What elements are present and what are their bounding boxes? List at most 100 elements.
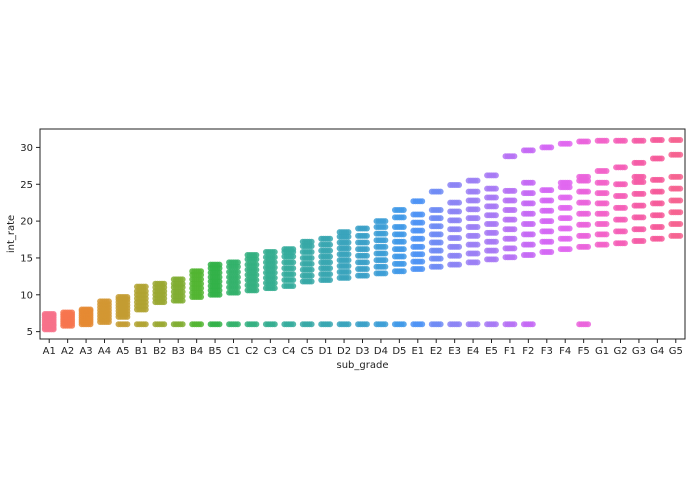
data-point-f2 [529, 147, 536, 154]
data-point-c5 [308, 260, 315, 267]
data-point-f5 [585, 210, 592, 217]
data-point-c5 [308, 321, 315, 328]
data-point-d5 [400, 224, 407, 230]
data-point-g1 [603, 231, 610, 238]
data-point-f3 [548, 144, 555, 151]
data-point-c2 [253, 266, 260, 273]
data-point-c4 [290, 282, 297, 289]
data-point-b3 [179, 293, 186, 300]
data-point-e5 [492, 221, 499, 228]
data-point-d4 [382, 237, 389, 244]
data-point-f3 [548, 238, 555, 245]
data-point-e3 [456, 321, 463, 328]
data-point-e4 [474, 241, 481, 248]
data-point-f5 [585, 232, 592, 239]
data-point-f4 [566, 204, 573, 211]
data-point-g5 [677, 185, 684, 192]
data-point-g1 [603, 210, 610, 217]
data-point-e4 [474, 321, 481, 328]
data-point-c2 [253, 271, 260, 278]
data-point-d5 [400, 238, 407, 245]
data-point-e4 [474, 188, 481, 195]
data-point-g5 [677, 209, 684, 216]
data-point-g4 [658, 137, 665, 144]
data-point-f1 [511, 226, 518, 233]
data-point-c5 [308, 278, 315, 285]
data-point-e5 [492, 247, 499, 254]
data-point-e2 [437, 231, 444, 238]
data-point-f2 [529, 231, 536, 238]
data-point-c5 [308, 238, 315, 245]
data-point-d4 [382, 243, 389, 250]
data-point-e2 [437, 215, 444, 222]
data-point-g5 [677, 151, 684, 158]
data-point-g4 [658, 188, 665, 195]
data-point-g1 [603, 241, 610, 248]
data-point-d5 [400, 231, 407, 238]
x-tick-label: F5 [578, 346, 590, 357]
data-point-e4 [474, 197, 481, 204]
data-point-g3 [640, 159, 647, 166]
y-axis-label: int_rate [6, 215, 17, 253]
x-tick-label: C4 [282, 346, 295, 357]
data-point-b5 [216, 278, 223, 285]
data-point-d4 [382, 257, 389, 264]
y-tick-label: 20 [20, 217, 33, 228]
data-point-g2 [621, 137, 628, 144]
data-point-e1 [419, 211, 426, 218]
data-point-e1 [419, 321, 426, 328]
data-point-c1 [234, 284, 241, 291]
x-tick-label: G5 [669, 346, 683, 357]
data-point-b3 [179, 297, 186, 304]
data-point-c2 [253, 282, 260, 289]
data-point-c3 [271, 254, 278, 261]
x-tick-label: B3 [172, 346, 185, 357]
data-point-b4 [198, 268, 205, 275]
x-tick-label: B5 [208, 346, 221, 357]
data-point-a2 [69, 309, 76, 316]
data-point-g3 [640, 173, 647, 180]
data-point-e2 [437, 321, 444, 328]
data-point-c4 [290, 246, 297, 253]
y-axis: 5 10 15 20 25 30 [20, 143, 40, 338]
x-tick-label: B2 [153, 346, 166, 357]
data-point-a3 [87, 306, 94, 313]
data-point-f3 [548, 249, 555, 256]
data-point-e3 [456, 261, 463, 268]
x-tick-label: F3 [541, 346, 553, 357]
data-point-f4 [566, 225, 573, 232]
data-point-e4 [474, 232, 481, 239]
data-point-d1 [327, 241, 334, 248]
data-point-f2 [529, 190, 536, 197]
data-point-d3 [363, 225, 370, 232]
data-point-c3 [271, 259, 278, 266]
data-point-f1 [511, 187, 518, 194]
x-tick-label: A2 [61, 346, 74, 357]
data-point-b3 [179, 288, 186, 295]
data-point-e2 [437, 239, 444, 246]
data-point-g4 [658, 155, 665, 162]
data-point-e3 [456, 226, 463, 233]
data-point-d4 [382, 230, 389, 237]
data-point-f2 [529, 210, 536, 217]
data-point-g5 [677, 173, 684, 180]
x-tick-label: G1 [595, 346, 609, 357]
data-point-e5 [492, 194, 499, 201]
data-point-f5 [585, 243, 592, 250]
data-point-c2 [253, 287, 260, 294]
data-point-e5 [492, 185, 499, 192]
data-point-c5 [308, 243, 315, 250]
data-point-d3 [363, 272, 370, 279]
data-point-g5 [677, 232, 684, 239]
data-point-d2 [345, 257, 352, 264]
data-point-e3 [456, 182, 463, 188]
data-point-d1 [327, 247, 334, 254]
data-point-c5 [308, 254, 315, 261]
x-tick-label: D1 [319, 346, 333, 357]
data-point-d1 [327, 265, 334, 272]
data-point-e3 [456, 208, 463, 215]
data-point-d3 [363, 266, 370, 272]
x-tick-label: C1 [227, 346, 240, 357]
data-point-d4 [382, 270, 389, 277]
data-point-g1 [603, 200, 610, 207]
